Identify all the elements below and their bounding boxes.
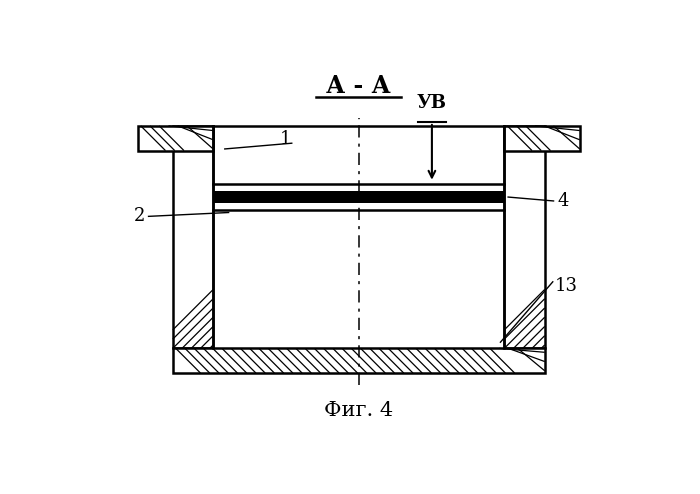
Text: А - А: А - А — [326, 74, 391, 98]
Text: 2: 2 — [134, 207, 145, 225]
Text: 4: 4 — [557, 192, 568, 210]
Text: 13: 13 — [555, 277, 578, 294]
Bar — [504, 126, 580, 151]
Text: УВ: УВ — [417, 94, 447, 112]
Bar — [504, 126, 545, 348]
Bar — [173, 126, 214, 348]
Text: Фиг. 4: Фиг. 4 — [324, 401, 393, 420]
Bar — [214, 191, 504, 203]
Bar — [138, 126, 214, 151]
Text: 1: 1 — [280, 130, 291, 148]
Bar — [173, 348, 545, 373]
